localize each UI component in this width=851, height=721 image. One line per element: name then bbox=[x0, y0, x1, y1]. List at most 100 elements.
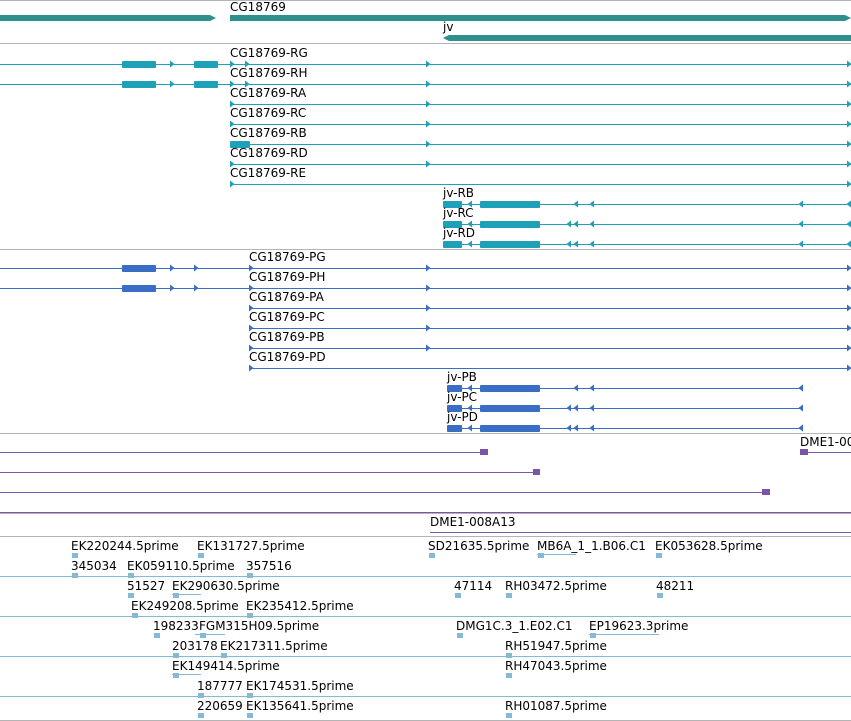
est-track: EK220244.5prime EK131727.5prime SD21635.5p… bbox=[0, 539, 851, 718]
tx-cg18769-pd[interactable]: CG18769-PD bbox=[249, 350, 851, 372]
tx-cg18769-ra[interactable]: CG18769-RA bbox=[230, 86, 851, 108]
tx-cg18769-rd[interactable]: CG18769-RD bbox=[230, 146, 851, 168]
tx-cg18769-rh-label: CG18769-RH bbox=[230, 66, 308, 80]
tx-cg18769-ph-end-arrow bbox=[847, 284, 851, 292]
mrna-2[interactable] bbox=[0, 469, 540, 475]
est-187777[interactable]: 187777 bbox=[197, 679, 243, 698]
tx-cg18769-rb[interactable]: CG18769-RB bbox=[230, 126, 851, 148]
gene-left[interactable] bbox=[0, 15, 216, 21]
gene-left-arrow bbox=[210, 15, 216, 21]
est-ek059110[interactable]: EK059110.5prime bbox=[127, 559, 235, 578]
tx-cg18769-pa[interactable]: CG18769-PA bbox=[249, 290, 851, 312]
tx-cg18769-ph-exon-arrow bbox=[170, 284, 175, 292]
est-sd21635[interactable]: SD21635.5prime bbox=[428, 539, 529, 558]
tx-cg18769-rh-exon bbox=[122, 81, 156, 88]
est-ek220244[interactable]: EK220244.5prime bbox=[71, 539, 179, 558]
tx-cg18769-rg-exon-arrow bbox=[426, 60, 431, 68]
tx-jv-rd[interactable]: jv-RD bbox=[442, 226, 851, 248]
tx-cg18769-rc-exon-arrow bbox=[230, 120, 235, 128]
tx-cg18769-pg[interactable]: CG18769-PG bbox=[0, 250, 851, 272]
tx-cg18769-pb[interactable]: CG18769-PB bbox=[249, 330, 851, 352]
tx-jv-rb[interactable]: jv-RB bbox=[442, 186, 851, 208]
est-rh01087[interactable]: RH01087.5prime bbox=[505, 699, 607, 718]
est-rh47043[interactable]: RH47043.5prime bbox=[505, 659, 607, 678]
tx-cg18769-rg-label: CG18769-RG bbox=[230, 46, 308, 60]
est-ek131727[interactable]: EK131727.5prime bbox=[197, 539, 305, 558]
tx-cg18769-pc[interactable]: CG18769-PC bbox=[249, 310, 851, 332]
tx-jv-pd[interactable]: jv-PD bbox=[446, 410, 803, 432]
est-51527[interactable]: 51527 bbox=[127, 579, 165, 598]
est-ek149414[interactable]: EK149414.5prime bbox=[172, 659, 280, 678]
est-357516[interactable]: 357516 bbox=[246, 559, 292, 578]
est-ek220244-label: EK220244.5prime bbox=[71, 539, 179, 553]
tx-jv-rc-exon bbox=[480, 221, 540, 228]
est-ek053628[interactable]: EK053628.5prime bbox=[655, 539, 763, 558]
est-ek135641[interactable]: EK135641.5prime bbox=[246, 699, 354, 718]
est-rh03472[interactable]: RH03472.5prime bbox=[505, 579, 607, 598]
tx-cg18769-rh-exon bbox=[194, 81, 218, 88]
tx-cg18769-rb-exon bbox=[230, 141, 250, 148]
tx-jv-pc-label: jv-PC bbox=[446, 390, 477, 404]
gene-jv[interactable]: jv bbox=[442, 20, 851, 41]
tx-cg18769-pb-end-arrow bbox=[847, 344, 851, 352]
tx-cg18769-rc-end-arrow bbox=[847, 120, 851, 128]
est-ek217311[interactable]: EK217311.5prime bbox=[220, 639, 328, 658]
tx-cg18769-rd-end-arrow bbox=[847, 160, 851, 168]
est-47114[interactable]: 47114 bbox=[454, 579, 492, 598]
est-48211[interactable]: 48211 bbox=[656, 579, 694, 598]
tx-cg18769-pg-exon-arrow bbox=[426, 264, 431, 272]
est-203178[interactable]: 203178 bbox=[172, 639, 218, 658]
tx-cg18769-ph-exon-arrow bbox=[249, 284, 254, 292]
est-ek290630[interactable]: EK290630.5prime bbox=[172, 579, 280, 598]
est-ek220244-glyph bbox=[72, 553, 78, 558]
tx-jv-rc[interactable]: jv-RC bbox=[442, 206, 851, 228]
est-ek235412-glyph bbox=[247, 613, 253, 618]
est-rh01087-label: RH01087.5prime bbox=[505, 699, 607, 713]
est-220659[interactable]: 220659 bbox=[197, 699, 243, 718]
mrna-3[interactable] bbox=[0, 489, 770, 495]
mrna-1[interactable] bbox=[0, 449, 488, 455]
tx-jv-rc-exon-arrow bbox=[573, 220, 578, 228]
tx-jv-rc-label: jv-RC bbox=[442, 206, 474, 220]
est-rh51947-glyph bbox=[506, 653, 512, 658]
est-ep19623[interactable]: EP19623.3prime bbox=[589, 619, 688, 638]
est-dmg1c3[interactable]: DMG1C.3_1.E02.C1 bbox=[456, 619, 572, 638]
tx-jv-pb-exon bbox=[480, 385, 540, 392]
tx-cg18769-rg[interactable]: CG18769-RG bbox=[0, 46, 851, 68]
tx-cg18769-re[interactable]: CG18769-RE bbox=[230, 166, 851, 188]
tx-cg18769-ph[interactable]: CG18769-PH bbox=[0, 270, 851, 292]
tx-jv-pc[interactable]: jv-PC bbox=[446, 390, 803, 412]
est-ek249208-glyph bbox=[132, 613, 138, 618]
tx-jv-pd-label: jv-PD bbox=[446, 410, 478, 424]
est-ek174531-label: EK174531.5prime bbox=[246, 679, 354, 693]
est-ek174531[interactable]: EK174531.5prime bbox=[246, 679, 354, 698]
est-198233[interactable]: 198233 bbox=[153, 619, 199, 638]
tx-cg18769-rh[interactable]: CG18769-RH bbox=[0, 66, 851, 88]
est-ek249208[interactable]: EK249208.5prime bbox=[131, 599, 239, 618]
tx-cg18769-rg-exon-arrow bbox=[245, 60, 250, 68]
gene-cg18769[interactable]: CG18769 bbox=[230, 0, 851, 21]
est-rh47043-label: RH47043.5prime bbox=[505, 659, 607, 673]
gene-jv-arrow bbox=[443, 35, 449, 41]
mrna-dme1-008a13[interactable]: DME1-008A13 bbox=[430, 515, 851, 533]
tx-cg18769-pg-end-arrow bbox=[847, 264, 851, 272]
est-rh51947[interactable]: RH51947.5prime bbox=[505, 639, 607, 658]
est-ek235412[interactable]: EK235412.5prime bbox=[246, 599, 354, 618]
tx-jv-rc-exon-arrow bbox=[798, 220, 803, 228]
tx-jv-rd-exon-arrow bbox=[566, 240, 571, 248]
est-sd21635-label: SD21635.5prime bbox=[428, 539, 529, 553]
est-ep19623-glyph bbox=[590, 633, 596, 638]
tx-jv-pd-exon-arrow bbox=[566, 424, 571, 432]
tx-jv-rd-exon bbox=[480, 241, 540, 248]
tx-jv-rd-label: jv-RD bbox=[442, 226, 475, 240]
mrna-dme1-a[interactable]: DME1-00 bbox=[800, 435, 851, 455]
tx-jv-pb[interactable]: jv-PB bbox=[446, 370, 803, 392]
tx-jv-rc-end-arrow bbox=[846, 220, 851, 228]
est-mb6a[interactable]: MB6A_1_1.B06.C1 bbox=[537, 539, 646, 558]
tx-jv-pc-exon bbox=[480, 405, 540, 412]
tx-cg18769-rc[interactable]: CG18769-RC bbox=[230, 106, 851, 128]
est-345034[interactable]: 345034 bbox=[71, 559, 117, 578]
est-fgm315h09[interactable]: FGM315H09.5prime bbox=[199, 619, 319, 638]
